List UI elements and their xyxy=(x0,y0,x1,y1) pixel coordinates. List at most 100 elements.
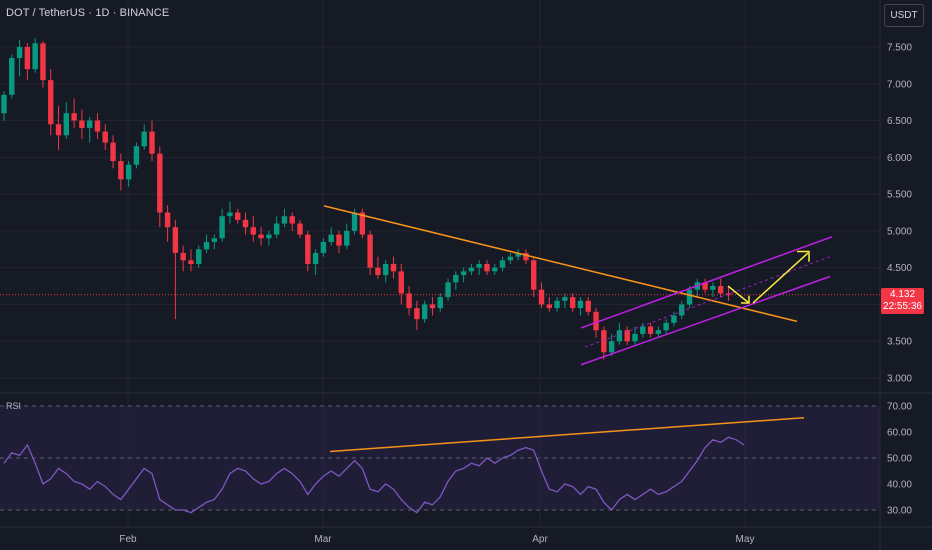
candle-bearish xyxy=(406,293,412,309)
candle-bearish xyxy=(429,304,436,309)
candle-bullish xyxy=(453,275,459,283)
candle-bearish xyxy=(569,297,576,309)
candle-bearish xyxy=(110,142,116,162)
candle-bullish xyxy=(445,282,451,298)
candle-bullish xyxy=(227,212,233,217)
candle-bearish xyxy=(546,304,552,309)
candle-bullish xyxy=(32,43,38,70)
candle-bullish xyxy=(16,47,23,59)
candle-bullish xyxy=(421,304,428,320)
candle-bearish xyxy=(102,131,108,143)
candle-bullish xyxy=(671,315,677,323)
candle-bearish xyxy=(157,153,163,213)
arrow-up-line xyxy=(752,252,809,304)
candle-bearish xyxy=(585,300,591,312)
price-tick-label: 3.000 xyxy=(887,374,912,385)
candle-bullish xyxy=(632,333,638,342)
candle-bullish xyxy=(196,249,202,264)
time-tick-label: Apr xyxy=(532,534,548,545)
price-tick-label: 3.500 xyxy=(887,337,912,348)
candle-bullish xyxy=(203,241,210,250)
rsi-tick-label: 70.00 xyxy=(887,402,912,413)
candle-bearish xyxy=(375,267,381,276)
countdown-timer: 22:55:36 xyxy=(883,301,922,312)
candle-bullish xyxy=(640,326,646,334)
last-price-value: 4.132 xyxy=(889,289,916,300)
price-tick-label: 5.000 xyxy=(887,226,912,237)
candle-bearish xyxy=(94,120,101,132)
candle-bearish xyxy=(601,330,607,353)
candle-bearish xyxy=(484,263,490,272)
candle-bearish xyxy=(71,113,77,121)
axis-labels: 7.5007.0006.5006.0005.5005.0004.5004.000… xyxy=(119,43,912,546)
candle-bullish xyxy=(608,341,615,353)
candle-bearish xyxy=(390,263,397,272)
channel-midline xyxy=(584,256,831,348)
candle-bearish xyxy=(336,234,342,246)
candle-bullish xyxy=(655,330,662,334)
candle-bullish xyxy=(679,304,685,316)
candle-bearish xyxy=(188,260,194,264)
candle-bullish xyxy=(686,289,693,305)
candle-bullish xyxy=(562,297,568,301)
candle-bearish xyxy=(531,260,537,290)
candle-bullish xyxy=(383,263,389,276)
candle-bearish xyxy=(593,311,599,331)
candle-bearish xyxy=(538,289,545,305)
candle-bearish xyxy=(702,282,708,290)
candle-bullish xyxy=(351,212,358,231)
candle-bearish xyxy=(48,80,54,125)
candle-bearish xyxy=(289,216,295,224)
candle-bullish xyxy=(710,286,716,290)
candle-bullish xyxy=(133,146,140,165)
price-tick-label: 6.000 xyxy=(887,153,912,164)
candle-bullish xyxy=(437,297,443,309)
price-tick-label: 4.500 xyxy=(887,263,912,274)
symbol-header[interactable]: DOT / TetherUS · 1D · BINANCE xyxy=(6,7,170,19)
candle-bearish xyxy=(164,212,171,228)
time-tick-label: Mar xyxy=(314,534,332,545)
currency-button[interactable]: USDT xyxy=(884,4,924,27)
candle-bearish xyxy=(367,234,373,268)
candle-bullish xyxy=(86,120,93,128)
candle-bullish xyxy=(663,322,669,331)
candle-bearish xyxy=(398,271,404,294)
candle-bearish xyxy=(258,234,264,239)
candle-bearish xyxy=(79,120,85,128)
candle-bullish xyxy=(492,267,498,272)
arrow-down-line xyxy=(727,285,749,303)
candle-bearish xyxy=(235,212,241,220)
candle-bullish xyxy=(125,164,132,180)
descending-trendline xyxy=(323,205,798,323)
rsi-tick-label: 60.00 xyxy=(887,428,912,439)
candle-bullish xyxy=(281,216,288,224)
candle-bullish xyxy=(468,267,475,272)
drawing-tools xyxy=(0,205,880,366)
candle-bullish xyxy=(219,216,225,239)
rsi-tick-label: 40.00 xyxy=(887,480,912,491)
rsi-indicator-title[interactable]: RSI xyxy=(6,401,22,411)
candle-bearish xyxy=(359,212,366,235)
candle-bullish xyxy=(460,271,467,276)
candle-bullish xyxy=(344,230,350,246)
candle-bullish xyxy=(141,131,147,147)
rsi-tick-label: 50.00 xyxy=(887,454,912,465)
candle-bearish xyxy=(305,234,311,264)
rsi-pane: 70.00 60.00 50.00 40.00 30.00 xyxy=(0,402,912,517)
candle-bearish xyxy=(172,227,179,253)
candle-bullish xyxy=(476,263,482,268)
candle-bullish xyxy=(9,58,15,95)
candle-bullish xyxy=(63,113,70,136)
candle-bullish xyxy=(577,300,584,309)
candle-bearish xyxy=(180,252,186,261)
candle-bullish xyxy=(554,300,560,309)
candle-bearish xyxy=(624,330,630,342)
rsi-tick-label: 30.00 xyxy=(887,506,912,517)
price-tick-label: 7.000 xyxy=(887,79,912,90)
time-tick-label: Feb xyxy=(119,534,137,545)
candle-bearish xyxy=(118,161,124,180)
candle-bearish xyxy=(149,131,155,154)
candle-bearish xyxy=(40,43,46,81)
candle-bullish xyxy=(273,223,280,235)
